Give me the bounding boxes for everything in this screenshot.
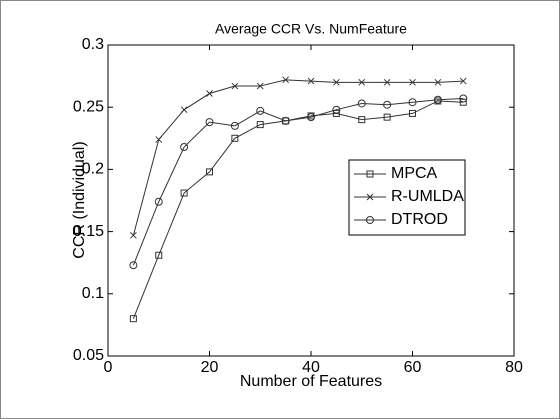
marker [383, 113, 391, 121]
marker [130, 231, 137, 239]
marker [231, 82, 239, 90]
marker [180, 189, 188, 197]
y-tick-label: 0.25 [73, 98, 104, 115]
marker [409, 78, 416, 86]
marker [129, 261, 138, 270]
marker [155, 136, 163, 143]
x-axis-label: Number of Features [240, 373, 382, 390]
x-tick-label: 60 [404, 359, 422, 376]
marker [383, 78, 391, 86]
marker [230, 121, 239, 130]
marker [307, 77, 315, 85]
series-line [132, 100, 464, 319]
y-tick-label: 0.15 [73, 223, 104, 240]
marker [358, 78, 366, 86]
chart-title: Average CCR Vs. NumFeature [215, 21, 407, 37]
marker [358, 116, 366, 124]
marker [434, 78, 442, 86]
x-tick-label: 80 [505, 359, 523, 376]
marker [282, 76, 289, 84]
x-tick-label: 40 [302, 359, 320, 376]
x-tick-label: 20 [201, 359, 219, 376]
legend-marker [366, 216, 374, 224]
marker [357, 99, 366, 108]
marker [129, 315, 137, 323]
marker [408, 98, 417, 107]
marker [459, 77, 467, 85]
marker [205, 118, 214, 127]
marker [180, 106, 188, 114]
marker [409, 109, 416, 117]
marker [433, 95, 442, 104]
y-tick-label: 0.3 [82, 36, 104, 53]
legend-label: R-UMLDA [391, 188, 464, 205]
marker [332, 109, 340, 117]
x-tick-label: 0 [104, 359, 113, 376]
marker [333, 78, 340, 86]
marker [332, 105, 341, 114]
marker [459, 94, 468, 103]
marker [231, 134, 239, 142]
marker [383, 100, 392, 109]
legend-marker [366, 193, 374, 201]
marker [256, 106, 265, 115]
marker [206, 90, 213, 97]
marker [154, 197, 163, 206]
y-tick-label: 0.1 [82, 285, 104, 302]
marker [155, 251, 163, 259]
legend-label: DTROD [391, 211, 448, 228]
series-line [132, 79, 464, 236]
marker [180, 143, 189, 152]
marker [307, 113, 315, 122]
legend-label: MPCA [391, 165, 438, 182]
y-tick-label: 0.05 [73, 347, 104, 364]
y-axis-label: CCR (Individual) [71, 141, 88, 258]
marker [206, 168, 213, 176]
marker [281, 116, 290, 125]
y-tick-label: 0.2 [82, 161, 104, 178]
marker [459, 98, 467, 106]
legend-marker [366, 170, 374, 178]
series-line [132, 97, 464, 266]
marker [256, 82, 264, 90]
marker [256, 121, 264, 129]
